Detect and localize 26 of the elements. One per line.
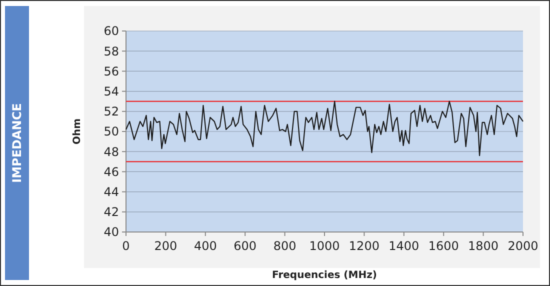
x-tick-label: 1800 [468,239,499,253]
y-tick-label: 56 [104,64,119,78]
x-tick-label: 1200 [348,239,380,253]
line-series [125,100,524,156]
x-tick-label: 400 [194,239,217,253]
y-tick-label: 58 [104,44,119,58]
x-tick-label: 800 [273,239,296,253]
y-tick-label: 46 [104,164,119,179]
x-tick-label: 1400 [388,239,420,253]
y-axis-title: Ohm [72,118,83,145]
x-tick-label: 1600 [428,239,459,253]
y-tick-label: 50 [104,124,119,139]
y-tick-label: 40 [104,225,119,240]
x-tick-label: 0 [122,239,130,253]
y-tick-label: 48 [104,144,119,159]
x-axis-title: Frequencies (MHz) [272,270,377,281]
y-tick-label: 42 [104,205,119,220]
x-tick-label: 1000 [309,239,340,253]
y-tick-label: 54 [104,84,119,98]
text: IMPEDANCE [10,103,24,183]
y-tick-label: 60 [104,24,119,38]
y-tick-label: 44 [104,185,119,199]
y-tick-label: 52 [104,104,119,119]
x-tick-label: 600 [234,239,257,253]
x-tick-label: 200 [154,239,178,253]
x-tick-label: 2000 [508,239,538,253]
